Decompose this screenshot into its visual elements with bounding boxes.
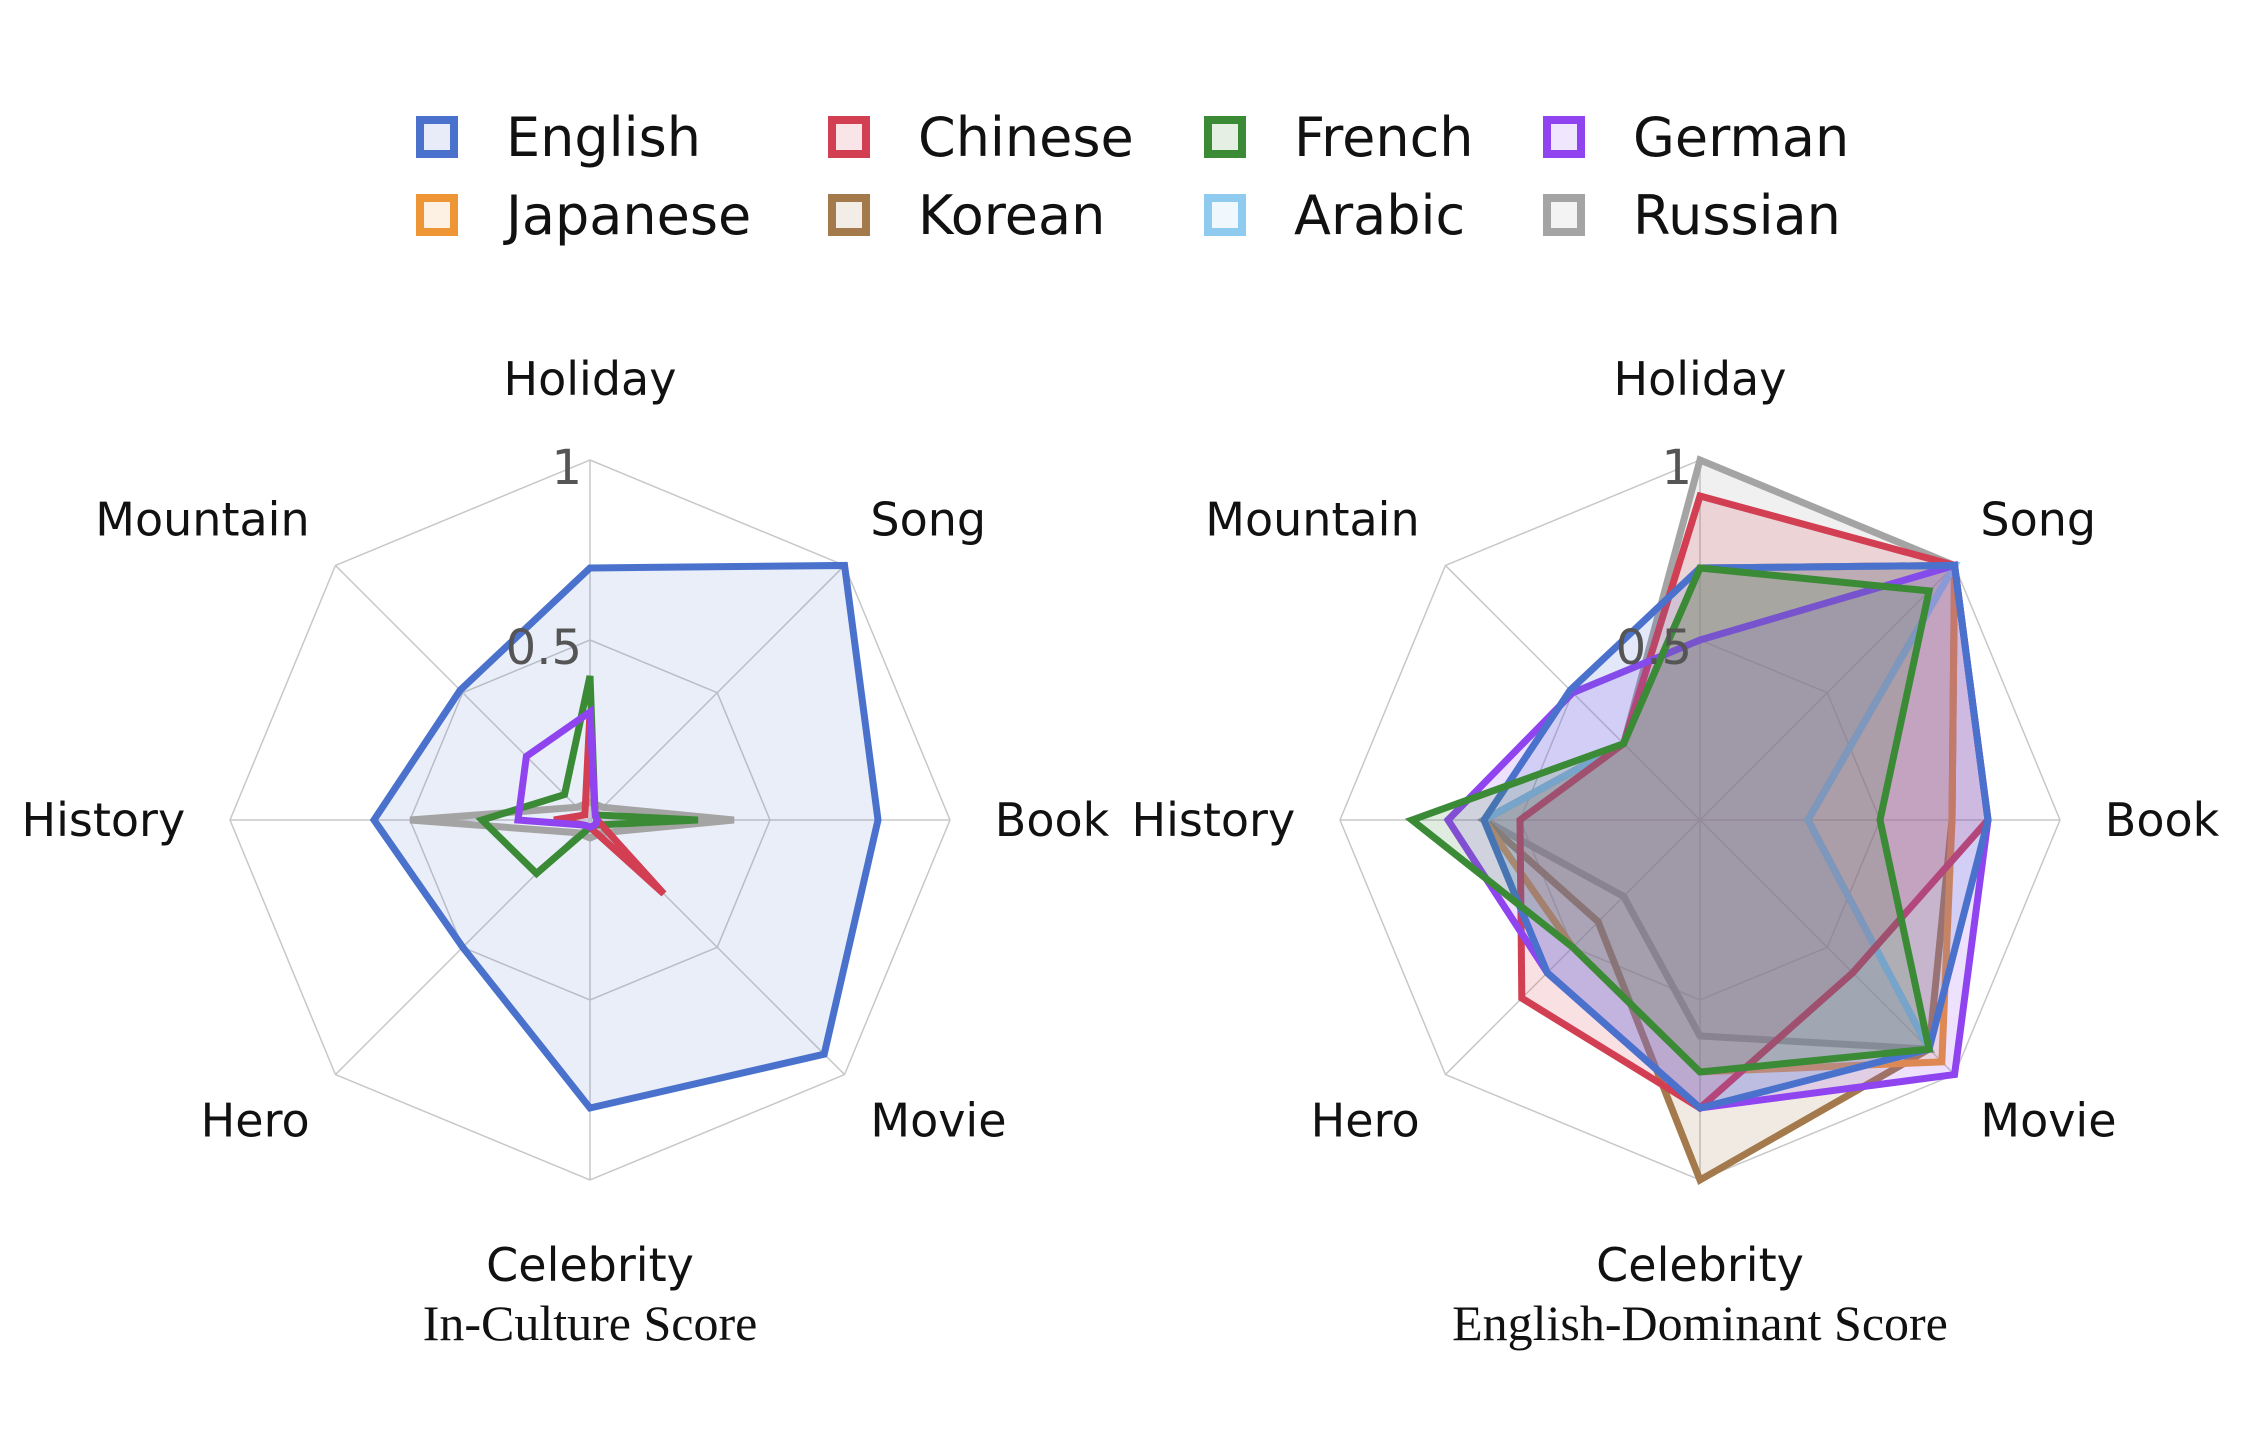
legend-swatch-german	[1543, 116, 1585, 158]
legend-label-chinese: Chinese	[918, 105, 1134, 169]
legend: English Chinese French German Japanese Korean…	[0, 0, 2252, 330]
axis-label-celebrity: Celebrity	[486, 1238, 694, 1292]
axis-label-hero: Hero	[1311, 1093, 1420, 1147]
axis-label-book: Book	[2105, 793, 2220, 847]
legend-swatch-korean	[828, 194, 870, 236]
axis-label-holiday: Holiday	[1614, 352, 1787, 406]
legend-label-arabic: Arabic	[1294, 183, 1466, 247]
radar-chart-1: 0.5 1 Holiday Song Book Movie Celebrity Hero His…	[22, 352, 1110, 1351]
legend-swatch-russian	[1543, 194, 1585, 236]
tick-label: 0.5	[1616, 620, 1692, 676]
axis-label-celebrity: Celebrity	[1596, 1238, 1804, 1292]
legend-item-english: English	[416, 102, 701, 172]
grid-spoke	[589, 564, 846, 821]
legend-label-german: German	[1633, 105, 1850, 169]
axis-label-history: History	[1132, 793, 1296, 847]
legend-item-french: French	[1204, 102, 1474, 172]
chart-title: In-Culture Score	[423, 1295, 758, 1351]
legend-item-chinese: Chinese	[828, 102, 1134, 172]
legend-item-russian: Russian	[1543, 180, 1841, 250]
legend-swatch-french	[1204, 116, 1246, 158]
grid-spoke	[1699, 819, 1956, 1076]
axis-label-song: Song	[870, 493, 986, 547]
legend-item-german: German	[1543, 102, 1849, 172]
legend-swatch-chinese	[828, 116, 870, 158]
legend-label-japanese: Japanese	[506, 183, 752, 247]
series-german	[514, 705, 601, 831]
series-french	[1404, 564, 1934, 1076]
series-english	[369, 561, 882, 1112]
grid-spoke	[334, 564, 591, 821]
axis-label-song: Song	[1980, 493, 2096, 547]
tick-label: 1	[551, 440, 582, 496]
axis-label-hero: Hero	[201, 1093, 310, 1147]
legend-item-korean: Korean	[828, 180, 1105, 250]
axis-label-mountain: Mountain	[95, 493, 309, 547]
radar-chart-2: 0.5 1 Holiday Song Book Movie Celebrity Hero His…	[1132, 352, 2220, 1351]
tick-label: 1	[1661, 440, 1692, 496]
legend-label-english: English	[506, 105, 701, 169]
axis-label-movie: Movie	[1980, 1093, 2116, 1147]
grid-spoke	[1699, 564, 1956, 821]
legend-swatch-japanese	[416, 194, 458, 236]
axis-label-mountain: Mountain	[1205, 493, 1419, 547]
legend-label-korean: Korean	[918, 183, 1106, 247]
axis-label-holiday: Holiday	[504, 352, 677, 406]
legend-swatch-english	[416, 116, 458, 158]
legend-item-japanese: Japanese	[416, 180, 751, 250]
chart-title: English-Dominant Score	[1452, 1295, 1948, 1351]
legend-item-arabic: Arabic	[1204, 180, 1465, 250]
legend-label-russian: Russian	[1633, 183, 1841, 247]
legend-swatch-arabic	[1204, 194, 1246, 236]
axis-label-history: History	[22, 793, 186, 847]
axis-label-book: Book	[995, 793, 1110, 847]
axis-label-movie: Movie	[870, 1093, 1006, 1147]
tick-label: 0.5	[506, 620, 582, 676]
legend-label-french: French	[1294, 105, 1474, 169]
series-english	[1480, 561, 1992, 1112]
